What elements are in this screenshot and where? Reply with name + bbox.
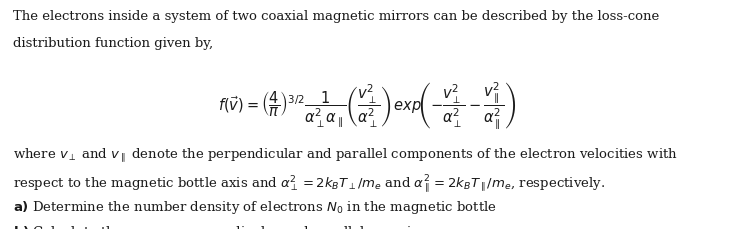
Text: where $v_{\perp}$ and $v_{\parallel}$ denote the perpendicular and parallel comp: where $v_{\perp}$ and $v_{\parallel}$ de…: [13, 147, 678, 164]
Text: The electrons inside a system of two coaxial magnetic mirrors can be described b: The electrons inside a system of two coa…: [13, 10, 659, 23]
Text: distribution function given by,: distribution function given by,: [13, 37, 213, 50]
Text: $\mathbf{a)}$ Determine the number density of electrons $N_0$ in the magnetic bo: $\mathbf{a)}$ Determine the number densi…: [13, 199, 497, 216]
Text: $\mathbf{b)}$ Calculate the average perpendicular and parallel energies.: $\mathbf{b)}$ Calculate the average perp…: [13, 224, 431, 229]
Text: $f(\vec{v}) = \left(\dfrac{4}{\pi}\right)^{3/2}\dfrac{1}{\alpha_{\perp}^{2}\alph: $f(\vec{v}) = \left(\dfrac{4}{\pi}\right…: [218, 80, 517, 131]
Text: respect to the magnetic bottle axis and $\alpha_{\perp}^{2} = 2k_BT_{\perp}/m_e$: respect to the magnetic bottle axis and …: [13, 173, 606, 195]
